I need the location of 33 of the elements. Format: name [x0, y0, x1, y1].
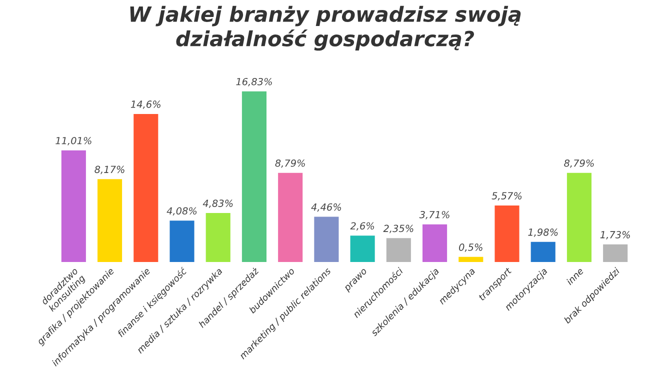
bar [422, 224, 448, 262]
data-label: 1,73% [600, 231, 630, 240]
data-label: 4,83% [202, 200, 233, 208]
bar [566, 172, 592, 262]
data-label: 5,57% [492, 192, 522, 200]
data-label: 8,17% [94, 166, 124, 174]
data-label: 4,08% [166, 207, 197, 216]
bar [134, 114, 158, 262]
data-label: 16,83% [236, 78, 272, 86]
data-label: 1,98% [528, 228, 558, 237]
bar [170, 220, 194, 262]
data-label: 8,79% [275, 159, 305, 168]
bar [530, 242, 556, 262]
data-label: 14,6% [130, 100, 160, 109]
bar [278, 172, 303, 262]
data-label: 4,46% [311, 203, 341, 212]
data-label: 11,01% [56, 136, 92, 146]
data-label: 2,35% [383, 224, 414, 234]
bar [98, 179, 122, 262]
bar [314, 216, 339, 262]
bar [61, 150, 86, 262]
bar [206, 213, 230, 262]
data-label: 2,6% [350, 222, 374, 231]
bar [458, 256, 484, 262]
chart-title: W jakiej branży prowadzisz swoją działalność gospodarczą? [130, 6, 521, 51]
bar [494, 206, 520, 262]
bar [386, 238, 411, 262]
data-label: 8,79% [564, 159, 594, 168]
data-label: 0,5% [459, 243, 482, 252]
bar [603, 244, 628, 262]
bar [242, 91, 266, 262]
bar [350, 236, 375, 262]
data-label: 3,71% [419, 210, 450, 220]
